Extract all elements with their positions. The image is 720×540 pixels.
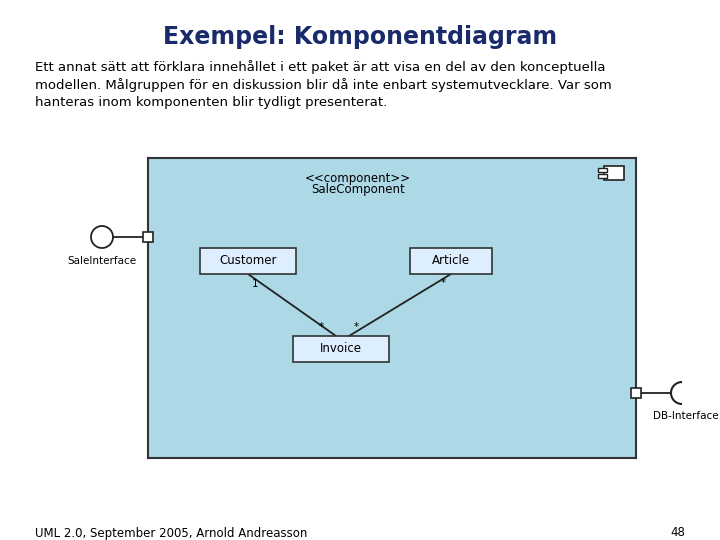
- Text: Ett annat sätt att förklara innehållet i ett paket är att visa en del av den kon: Ett annat sätt att förklara innehållet i…: [35, 60, 612, 109]
- Text: Exempel: Komponentdiagram: Exempel: Komponentdiagram: [163, 25, 557, 49]
- Text: SaleInterface: SaleInterface: [68, 256, 137, 266]
- Bar: [200, 248, 296, 274]
- Text: Customer: Customer: [220, 254, 276, 267]
- Bar: [598, 174, 607, 178]
- Text: UML 2.0, September 2005, Arnold Andreasson: UML 2.0, September 2005, Arnold Andreass…: [35, 526, 307, 539]
- Bar: [410, 248, 492, 274]
- Bar: [598, 168, 607, 172]
- Text: 1: 1: [252, 279, 258, 289]
- Text: *: *: [354, 322, 359, 332]
- Bar: [148, 158, 636, 458]
- Bar: [631, 388, 641, 398]
- Bar: [143, 232, 153, 242]
- Text: DB-Interface: DB-Interface: [653, 411, 719, 421]
- Text: Article: Article: [432, 254, 470, 267]
- Text: SaleComponent: SaleComponent: [311, 183, 405, 196]
- Circle shape: [91, 226, 113, 248]
- Bar: [293, 336, 389, 362]
- Bar: [604, 166, 624, 180]
- Text: Invoice: Invoice: [320, 342, 362, 355]
- Text: *: *: [318, 322, 323, 332]
- Text: *: *: [441, 278, 446, 288]
- Text: 48: 48: [670, 526, 685, 539]
- Text: <<component>>: <<component>>: [305, 172, 411, 185]
